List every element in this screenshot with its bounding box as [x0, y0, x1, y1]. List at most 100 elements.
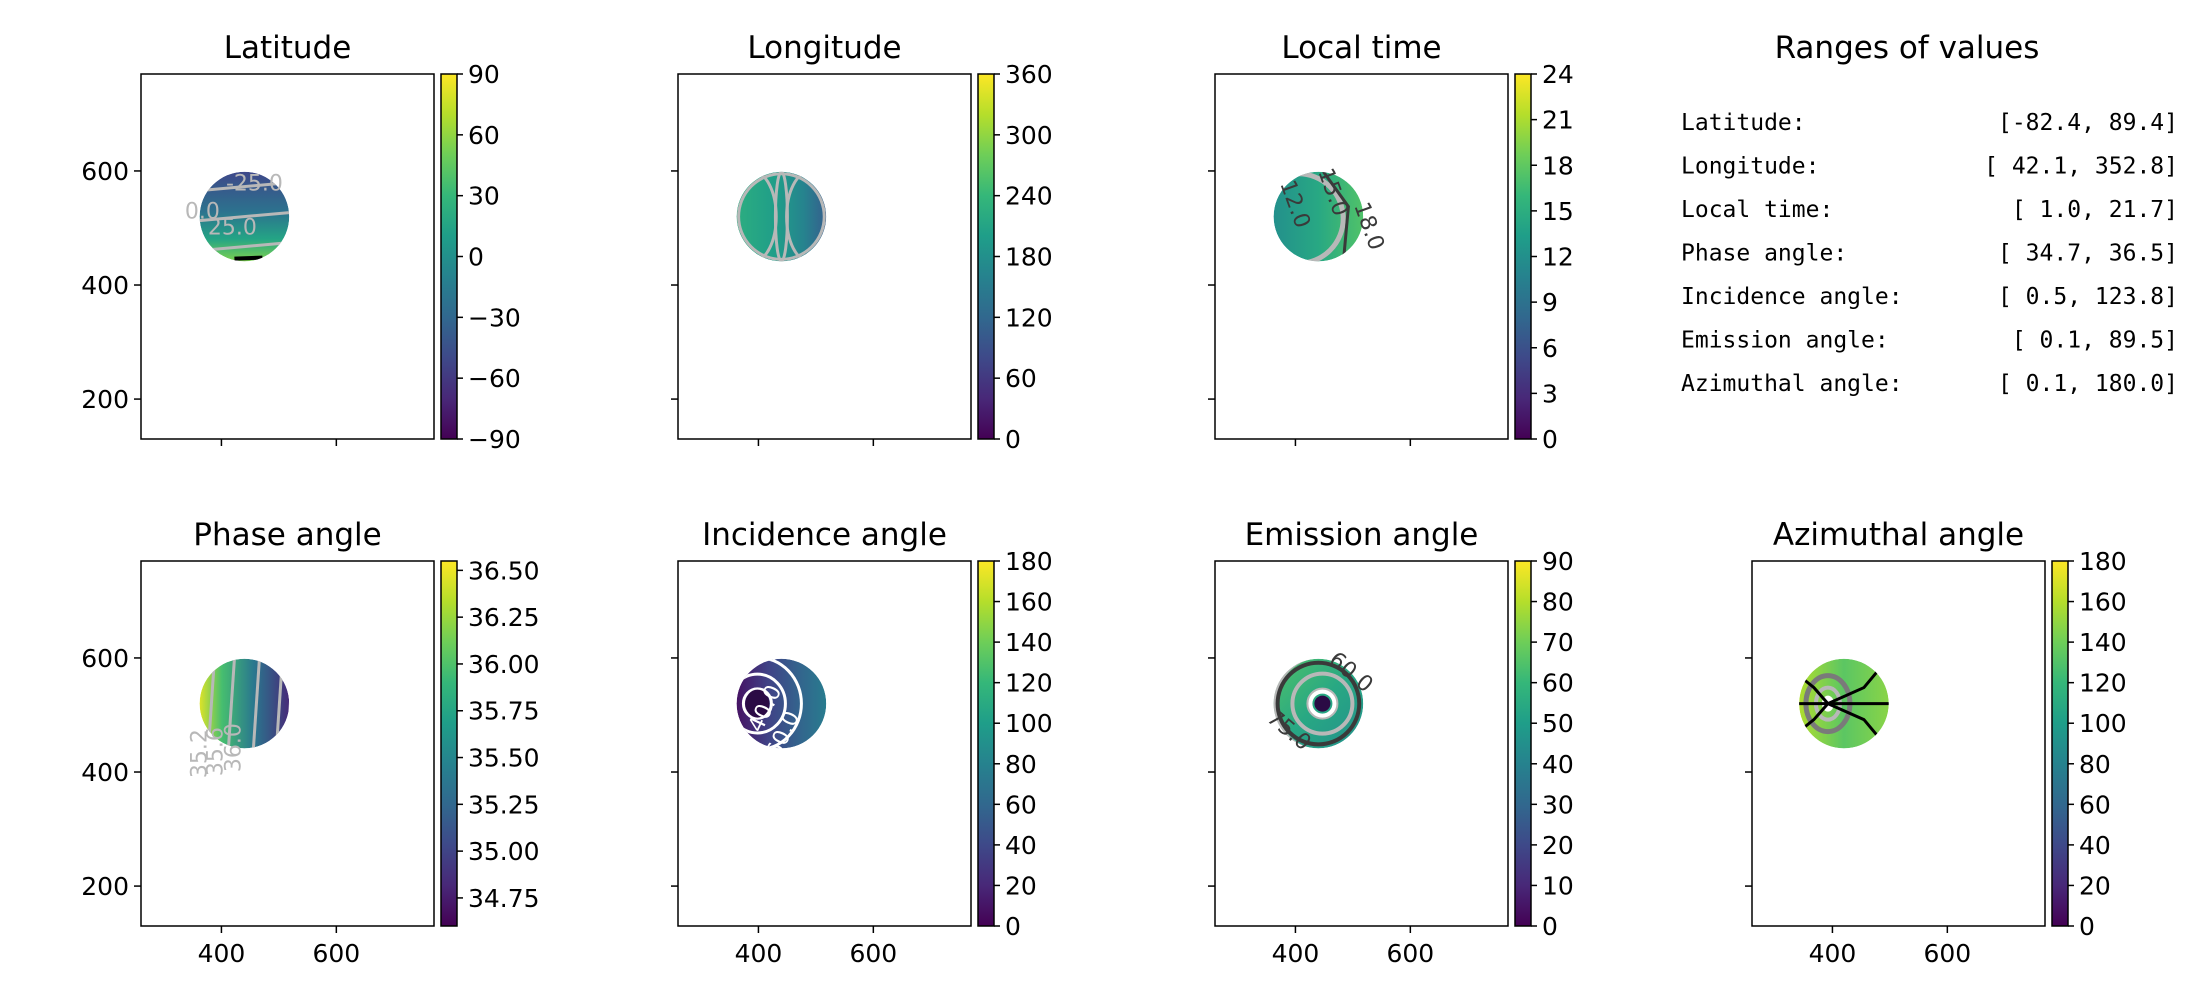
- x-tick-label: 400: [198, 939, 246, 968]
- colorbar-tick-label: 21: [1542, 106, 1574, 135]
- panel-title: Emission angle: [1245, 517, 1479, 553]
- disc-surface: [736, 658, 827, 749]
- colorbar-tick-label: 10: [1542, 871, 1574, 900]
- colorbar: [440, 560, 458, 927]
- range-label: Longitude:: [1681, 154, 1819, 180]
- colorbar: [440, 73, 458, 440]
- colorbar-tick-label: 18: [1542, 151, 1574, 180]
- colorbar-tick-label: 140: [1005, 628, 1053, 657]
- colorbar-tick-label: 100: [1005, 709, 1053, 738]
- y-tick-label: 400: [81, 758, 129, 787]
- panel-title: Longitude: [747, 30, 901, 66]
- colorbar-tick-label: 40: [1005, 831, 1037, 860]
- colorbar-tick-label: 160: [1005, 588, 1053, 617]
- x-tick-label: 400: [1272, 939, 1320, 968]
- contour-label: 35.6: [203, 727, 228, 776]
- range-value: [ 34.7, 36.5]: [1998, 241, 2178, 267]
- colorbar-tick-label: 20: [1005, 871, 1037, 900]
- ranges-panel: Ranges of values Latitude: [-82.4, 89.4]L…: [1681, 30, 2178, 397]
- colorbar-tick-label: 360: [1005, 60, 1053, 89]
- emission-contour: [1275, 660, 1362, 747]
- phase-contour: [286, 658, 290, 749]
- contour-label: 35.2: [187, 729, 212, 778]
- panel-longitude: Longitude 360 300 240 180 120 60 0: [671, 30, 1053, 454]
- colorbar-tick-label: 180: [2079, 547, 2127, 576]
- latitude-contour: [234, 255, 263, 261]
- colorbar: [1514, 560, 1532, 927]
- range-row: Incidence angle: [ 0.5, 123.8]: [1681, 284, 2178, 310]
- azimuth-contour: [1799, 702, 1830, 745]
- range-label: Latitude:: [1681, 110, 1806, 136]
- colorbar-tick-label: 15: [1542, 197, 1574, 226]
- colorbar-tick-label: 0: [2079, 912, 2095, 941]
- colorbar-tick-label: 180: [1005, 243, 1053, 272]
- range-row: Local time: [ 1.0, 21.7]: [1681, 197, 2178, 223]
- colorbar-tick-label: 0: [468, 243, 484, 272]
- range-label: Local time:: [1681, 197, 1833, 223]
- colorbar-tick-label: 120: [1005, 669, 1053, 698]
- local-time-contour: [1322, 171, 1350, 262]
- incidence-contour: [741, 687, 773, 720]
- colorbar-tick-label: 80: [1542, 588, 1574, 617]
- colorbar-tick-label: 30: [1542, 790, 1574, 819]
- colorbar-tick-label: 36.00: [468, 650, 540, 679]
- range-value: [-82.4, 89.4]: [1998, 110, 2178, 136]
- colorbar-tick-label: 0: [1542, 912, 1558, 941]
- colorbar-tick-label: 100: [2079, 709, 2127, 738]
- colorbar-tick-label: 3: [1542, 379, 1558, 408]
- contour-label: 0.0: [185, 200, 220, 225]
- latitude-contour: [199, 181, 290, 193]
- disc-surface: [199, 658, 290, 749]
- colorbar-tick-label: −30: [468, 303, 521, 332]
- colorbar-tick-label: 60: [2079, 790, 2111, 819]
- emission-contour: [1273, 658, 1364, 749]
- panel-title: Local time: [1281, 30, 1441, 66]
- panel-title: Latitude: [224, 30, 352, 66]
- panel-title: Incidence angle: [702, 517, 947, 553]
- colorbar-tick-label: 40: [2079, 831, 2111, 860]
- phase-contour: [226, 658, 236, 749]
- planet-disc: [1273, 658, 1364, 749]
- colorbar-tick-label: 30: [468, 182, 500, 211]
- planet-disc: [199, 171, 290, 262]
- colorbar-tick-label: 12: [1542, 243, 1574, 272]
- colorbar-tick-label: 9: [1542, 288, 1558, 317]
- range-value: [ 1.0, 21.7]: [2012, 197, 2178, 223]
- colorbar-tick-label: 35.75: [468, 697, 540, 726]
- range-row: Latitude: [-82.4, 89.4]: [1681, 110, 2178, 136]
- colorbar-tick-label: 60: [1005, 790, 1037, 819]
- range-value: [ 0.1, 180.0]: [1998, 371, 2178, 397]
- panel-title: Azimuthal angle: [1773, 517, 2024, 553]
- plot-frame: [677, 560, 972, 927]
- colorbar-tick-label: 120: [1005, 303, 1053, 332]
- colorbar-tick-label: 80: [2079, 750, 2111, 779]
- emission-contour: [1290, 671, 1355, 736]
- colorbar-tick-label: 0: [1005, 425, 1021, 454]
- colorbar-tick-label: 36.50: [468, 556, 540, 585]
- azimuth-contour: [1799, 662, 1830, 705]
- colorbar-tick-label: 40: [1542, 750, 1574, 779]
- colorbar-tick-label: 240: [1005, 182, 1053, 211]
- plot-frame: [1751, 560, 2046, 927]
- range-row: Longitude: [ 42.1, 352.8]: [1681, 154, 2178, 180]
- plot-frame: [140, 73, 435, 440]
- range-label: Phase angle:: [1681, 241, 1847, 267]
- colorbar-tick-label: 36.25: [468, 603, 540, 632]
- colorbar: [2051, 560, 2069, 927]
- latitude-contour: [199, 241, 290, 253]
- colorbar-tick-label: −90: [468, 425, 521, 454]
- contour-label: 25.0: [208, 216, 257, 241]
- colorbar-tick-label: 70: [1542, 628, 1574, 657]
- colorbar-tick-label: 120: [2079, 669, 2127, 698]
- x-tick-label: 600: [849, 939, 897, 968]
- range-value: [ 0.5, 123.8]: [1998, 284, 2178, 310]
- emission-contour: [1308, 689, 1337, 718]
- colorbar-tick-label: 20: [2079, 871, 2111, 900]
- colorbar-tick-label: 35.00: [468, 837, 540, 866]
- colorbar-tick-label: 35.25: [468, 790, 540, 819]
- panel-latitude: Latitude -25.00.025.0 200 400 600 90 60 30 0 −30 −…: [81, 30, 520, 454]
- range-label: Emission angle:: [1681, 328, 1889, 354]
- contour-label: -25.0: [226, 172, 283, 197]
- colorbar-tick-label: 140: [2079, 628, 2127, 657]
